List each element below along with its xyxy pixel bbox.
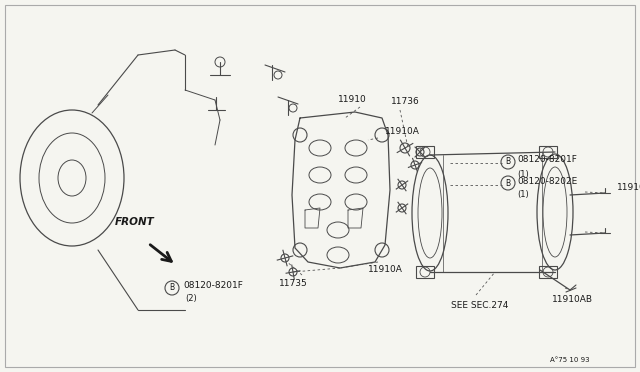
Bar bbox=[539, 266, 557, 278]
Text: 08120-8201F: 08120-8201F bbox=[183, 282, 243, 291]
Bar bbox=[539, 146, 557, 158]
Text: 11910: 11910 bbox=[338, 96, 366, 105]
Text: (1): (1) bbox=[517, 170, 529, 179]
Text: B: B bbox=[506, 179, 511, 187]
Text: SEE SEC.274: SEE SEC.274 bbox=[451, 301, 509, 310]
Text: 11910A: 11910A bbox=[385, 128, 420, 137]
Text: FRONT: FRONT bbox=[115, 217, 155, 227]
Text: 08120-8202E: 08120-8202E bbox=[517, 176, 577, 186]
Text: 11735: 11735 bbox=[278, 279, 307, 288]
Text: B: B bbox=[506, 157, 511, 167]
Text: 11910AA: 11910AA bbox=[617, 183, 640, 192]
Text: A°75 10 93: A°75 10 93 bbox=[550, 357, 590, 363]
Text: 11736: 11736 bbox=[390, 97, 419, 106]
Bar bbox=[416, 146, 434, 158]
Text: 11910A: 11910A bbox=[367, 266, 403, 275]
Text: 08120-8201F: 08120-8201F bbox=[517, 155, 577, 164]
Text: B: B bbox=[170, 283, 175, 292]
Text: (1): (1) bbox=[517, 190, 529, 199]
Text: (2): (2) bbox=[185, 295, 196, 304]
Text: 11910AB: 11910AB bbox=[552, 295, 593, 305]
Bar bbox=[416, 266, 434, 278]
